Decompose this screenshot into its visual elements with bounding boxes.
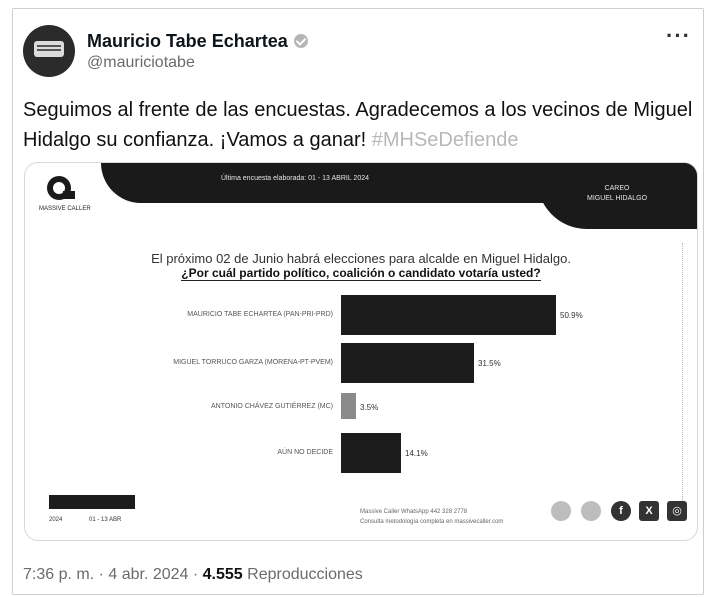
more-options-icon[interactable]: ··· [666, 23, 691, 48]
instagram-icon: ◎ [667, 501, 687, 521]
careo-label: CAREO [604, 185, 630, 192]
bar-value-label: 3.5% [360, 403, 379, 412]
bar [341, 433, 401, 473]
footer-note-2: Consulta metodología completa en massive… [360, 519, 504, 525]
legend-text: 2024 [49, 517, 63, 523]
author-name[interactable]: Mauricio Tabe Echartea [87, 31, 288, 51]
views-count: 4.555 [202, 566, 243, 583]
views-label: Reproducciones [242, 566, 363, 583]
bar-label: AÚN NO DECIDE [277, 449, 333, 456]
facebook-icon: f [611, 501, 631, 521]
tweet-meta: 7:36 p. m. · 4 abr. 2024 · 4.555 Reprodu… [23, 566, 363, 584]
side-note [682, 243, 691, 503]
bar-value-label: 31.5% [478, 359, 501, 368]
tweet-card: Mauricio Tabe Echartea @mauriciotabe ···… [12, 8, 704, 595]
author-avatar[interactable] [23, 25, 75, 77]
x-icon: X [639, 501, 659, 521]
careo-sub: MIGUEL HIDALGO [586, 195, 648, 202]
careo-badge: CAREO MIGUEL HIDALGO [537, 163, 697, 229]
bar-value-label: 50.9% [560, 311, 583, 320]
bar [341, 295, 556, 335]
survey-date: Última encuesta elaborada: 01 - 13 ABRIL… [221, 175, 370, 182]
footer-note: Massive Caller WhatsApp 442 328 2778 [360, 509, 468, 515]
author-handle[interactable]: @mauriciotabe [87, 54, 195, 71]
legend-text-2: 01 - 13 ABR [89, 517, 122, 523]
question-main-text: ¿Por cuál partido político, coalición o … [181, 266, 541, 281]
bar-value-label: 14.1% [405, 449, 428, 458]
tweet-body: Seguimos al frente de las encuestas. Agr… [23, 99, 693, 151]
question-main: ¿Por cuál partido político, coalición o … [25, 266, 697, 281]
verified-badge-icon [293, 34, 308, 48]
question-intro: El próximo 02 de Junio habrá elecciones … [151, 251, 571, 266]
legend-box [49, 495, 135, 509]
bar [341, 343, 474, 383]
author-name-row[interactable]: Mauricio Tabe Echartea [87, 31, 308, 52]
bar-label: MAURICIO TABE ECHARTEA (PAN-PRI-PRD) [187, 311, 333, 318]
logo-text: MASSIVE CALLER [39, 206, 91, 212]
massive-caller-logo [47, 176, 75, 200]
bar-label: ANTONIO CHÁVEZ GUTIÉRREZ (MC) [211, 403, 333, 410]
hashtag-link[interactable]: #MHSeDefiende [371, 129, 519, 151]
tweet-text: Seguimos al frente de las encuestas. Agr… [23, 95, 693, 155]
bar-label: MIGUEL TORRUCO GARZA (MORENA-PT-PVEM) [173, 359, 333, 366]
poll-image[interactable]: Última encuesta elaborada: 01 - 13 ABRIL… [24, 162, 698, 541]
bar [341, 393, 356, 419]
social-circle-icon-2 [581, 501, 601, 521]
tweet-timestamp[interactable]: 7:36 p. m. · 4 abr. 2024 · [23, 566, 203, 583]
social-circle-icon-1 [551, 501, 571, 521]
